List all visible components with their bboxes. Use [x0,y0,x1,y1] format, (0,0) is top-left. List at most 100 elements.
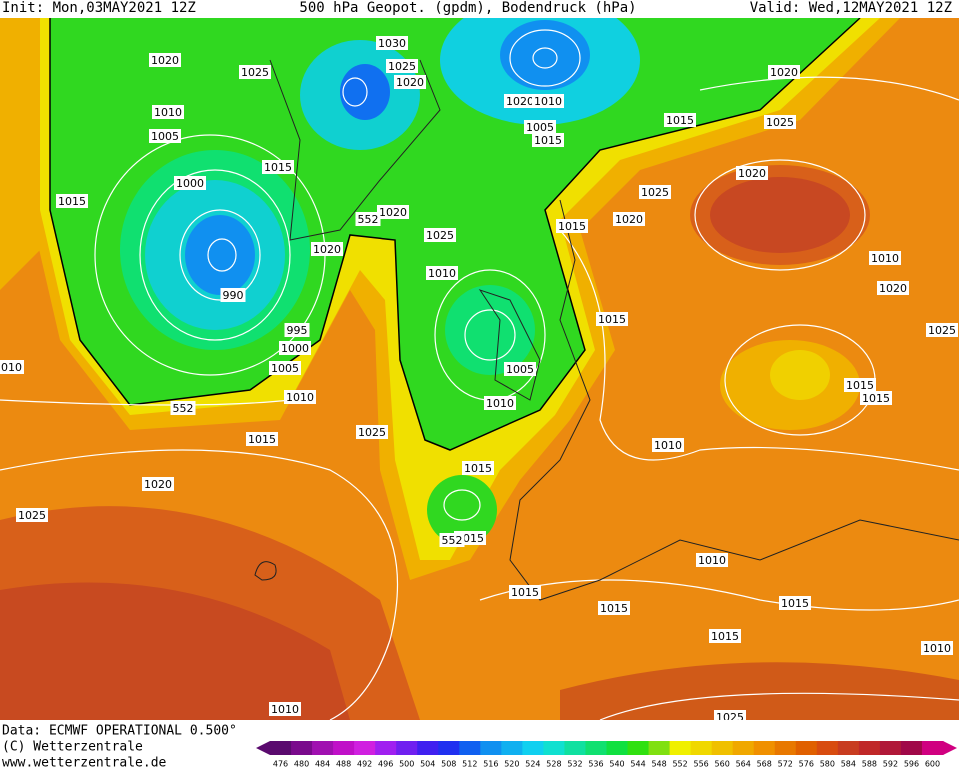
colorbar-cell [753,741,776,755]
isobar [179,209,261,301]
colorbar-cell [585,741,607,755]
colorbar-tick-label: 524 [525,760,540,769]
isobar-label: 1025 [241,66,269,79]
isobar-label-box [279,341,311,355]
isobar-label: 1010 [271,703,299,716]
copyright: (C) Wetterzentrale [2,740,143,755]
colorbar-cell [732,741,755,755]
isobar-label: 990 [223,289,244,302]
colorbar-tick-label: 564 [736,760,751,769]
isobar-label-box [709,629,741,643]
isobar [479,579,959,611]
isobar [599,692,959,721]
colorbar-cell [648,741,671,755]
isobar-label-box [844,378,876,392]
isobar-label-box [56,194,88,208]
isobar-label: 1020 [738,167,766,180]
colorbar-tick-label: 492 [357,760,372,769]
colorbar-tick-label: 556 [694,760,709,769]
isobar-label: 1015 [598,313,626,326]
isobar-label: 1020 [615,213,643,226]
isobar-label-box [532,133,564,147]
isobar-label: 1015 [58,195,86,208]
isobar-label-box [174,176,206,190]
isobar-label: 1010 [698,554,726,567]
field-red [560,662,959,720]
isobar-label-box [736,166,768,180]
colorbar-tick-label: 588 [862,760,877,769]
colorbar-cell [375,741,397,755]
isobar-label: 552 [173,402,194,415]
isobar-label-box [284,323,310,337]
isobar-label-box [269,702,301,716]
isobar-label-box [16,508,48,522]
isobar-label-box [696,553,728,567]
colorbar-cell [879,741,902,755]
isobar-label: 1010 [428,267,456,280]
isobar-label-box [149,129,181,143]
isobar-label-box [504,362,536,376]
isobar-label-box [426,266,458,280]
colorbar-arrow-right [943,741,957,755]
isobar [699,76,959,101]
isobar-label: 1030 [378,37,406,50]
isobar-label: 1025 [388,60,416,73]
isobar-label-box [869,251,901,265]
isobar-label-box [596,312,628,326]
isobar-label: 1000 [281,342,309,355]
colorbar-tick-label: 584 [841,760,856,769]
isobar-label-box [262,160,294,174]
isobar-label: 1020 [313,243,341,256]
isobar-label-box [149,53,181,67]
colorbar-cell [858,741,881,755]
colorbar-arrow-left [256,741,270,755]
colorbar-tick-label: 488 [336,760,351,769]
colorbar-cell [501,741,523,755]
isobar-label-box [877,281,909,295]
isobar-label-box [220,288,246,302]
isobar-label-box [311,242,343,256]
map-title: 500 hPa Geopot. (gpdm), Bodendruck (hPa) [299,0,636,16]
colorbar-cell [480,741,502,755]
field-red [710,177,850,253]
isobar-label-box [142,477,174,491]
isobar-label-box [926,323,958,337]
isobar-label-box [639,185,671,199]
isobar-label: 1015 [511,586,539,599]
isobar-label: 1015 [846,379,874,392]
isobar-label: 1010 [871,252,899,265]
isobar-label-box [524,120,556,134]
isobar-label: 1010 [486,397,514,410]
isobar-label: 1020 [396,76,424,89]
isobar-label-box [0,360,24,374]
colorbar-cell [774,741,797,755]
colorbar-cell [606,741,629,755]
isobar-label: 1005 [506,363,534,376]
isobar-label-box [355,212,381,226]
colorbar-cell [795,741,818,755]
isobar-label: 1025 [641,186,669,199]
field-yellow [770,350,830,400]
isobar-label-box [424,228,456,242]
isobar-label: 1010 [534,95,562,108]
colorbar-tick-label: 508 [441,760,456,769]
colorbar-tick-label: 512 [462,760,477,769]
isobar [443,489,481,521]
colorbar-tick-label: 500 [399,760,414,769]
url: www.wetterzentrale.de [2,756,167,770]
colorbar-cell [690,741,713,755]
isobar-label-box [779,596,811,610]
isobar-label: 1020 [770,66,798,79]
isobar-label: 1015 [464,462,492,475]
colorbar-cell [417,741,439,755]
isobar-label: 1005 [151,130,179,143]
isobar-label-box [394,75,426,89]
colorbar-tick-label: 540 [609,760,624,769]
isobar [342,77,368,107]
field-red [0,582,350,720]
isobar-label: 1020 [144,478,172,491]
colorbar-tick-label: 548 [651,760,666,769]
isobar [207,238,237,272]
field-cyan [445,285,535,375]
isobar-label-box [284,390,316,404]
